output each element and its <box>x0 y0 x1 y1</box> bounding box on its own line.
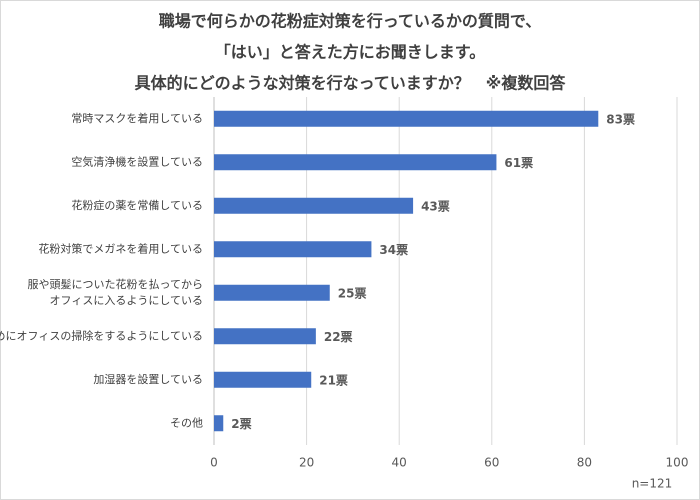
x-tick-label: 20 <box>299 456 314 470</box>
value-label: 43票 <box>421 199 450 213</box>
sample-note: n=121 <box>632 477 673 491</box>
value-label: 21票 <box>319 373 348 387</box>
value-label: 2票 <box>231 417 251 431</box>
y-tick-label: 常時マスクを着用している <box>71 111 203 125</box>
bar <box>214 110 599 127</box>
value-label: 83票 <box>606 112 635 126</box>
y-tick-label: 花粉症の薬を常備している <box>71 198 203 212</box>
x-tick-label: 80 <box>577 456 592 470</box>
y-tick-label: その他 <box>170 416 203 429</box>
y-tick-label: 加湿器を設置している <box>93 372 203 386</box>
x-tick-label: 60 <box>484 456 499 470</box>
bar <box>214 154 497 171</box>
x-tick-label: 40 <box>392 456 407 470</box>
bar <box>214 241 372 258</box>
y-tick-label: 花粉対策でメガネを着用している <box>38 241 203 255</box>
value-label: 34票 <box>379 243 408 257</box>
chart-title: 「はい」と答えた方にお聞きします。 <box>215 43 485 62</box>
y-tick-label: こまめにオフィスの掃除をするようにしている <box>0 328 203 342</box>
bar <box>214 197 414 214</box>
chart-title: 職場で何らかの花粉症対策を行っているかの質問で、 <box>159 12 542 31</box>
x-tick-label: 100 <box>666 456 689 470</box>
chart-title: 具体的にどのような対策を行なっていますか？ ※複数回答 <box>135 74 567 93</box>
y-tick-label: 空気清浄機を設置している <box>71 154 203 168</box>
value-label: 25票 <box>338 286 367 300</box>
bar <box>214 328 316 345</box>
bar <box>214 284 330 301</box>
bar <box>214 371 312 388</box>
x-tick-label: 0 <box>210 456 218 470</box>
bar <box>214 415 224 432</box>
value-label: 61票 <box>504 156 533 170</box>
value-label: 22票 <box>324 330 353 344</box>
y-tick-label: 服や頭髪についた花粉を払ってからオフィスに入るようにしている <box>28 277 203 307</box>
